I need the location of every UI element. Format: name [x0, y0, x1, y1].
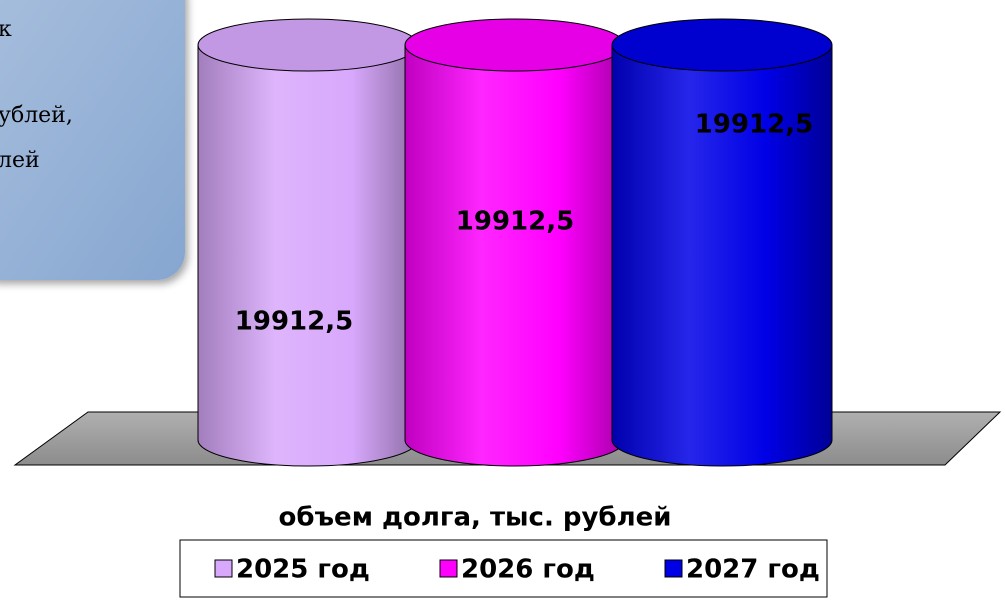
- data-label: 19912,5: [235, 307, 353, 337]
- data-label: 19912,5: [695, 110, 813, 140]
- cylinder-body: [611, 44, 833, 467]
- cylinder-body: [197, 44, 419, 467]
- annotation: лей: [0, 148, 40, 173]
- legend-swatch: [439, 559, 458, 578]
- legend-swatch: [664, 559, 683, 578]
- legend-label: 2026 год: [461, 555, 595, 585]
- cylinder-body: [404, 44, 626, 467]
- annotation: к: [0, 17, 12, 42]
- legend: [179, 539, 828, 598]
- data-label: 19912,5: [456, 207, 574, 237]
- legend-label: 2027 год: [686, 555, 820, 585]
- legend-label: 2025 год: [236, 555, 370, 585]
- legend-swatch: [214, 559, 233, 578]
- cylinder-top: [197, 18, 419, 72]
- text-box: [0, 0, 185, 280]
- category-label: объем долга, тыс. рублей: [279, 503, 672, 533]
- annotation: ублей,: [0, 103, 73, 128]
- cylinder-top: [611, 18, 833, 72]
- cylinder-top: [404, 18, 626, 72]
